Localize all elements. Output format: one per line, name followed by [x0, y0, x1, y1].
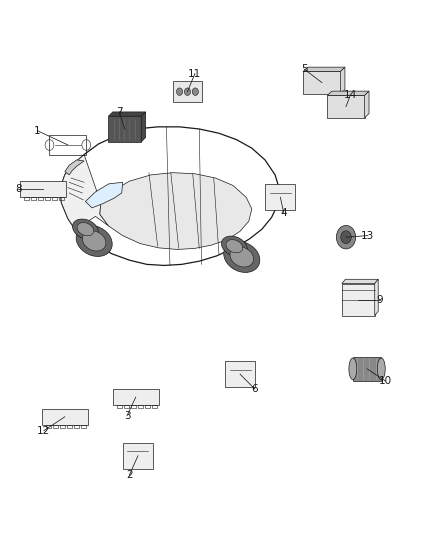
Bar: [53, 425, 58, 428]
Text: 8: 8: [15, 184, 22, 194]
Circle shape: [177, 88, 183, 95]
Bar: [145, 405, 149, 408]
Bar: [265, 184, 295, 210]
Text: 13: 13: [361, 231, 374, 240]
Bar: [225, 361, 255, 387]
Text: 2: 2: [126, 471, 133, 480]
Bar: [138, 405, 142, 408]
Bar: [124, 405, 129, 408]
Bar: [123, 443, 153, 469]
Ellipse shape: [226, 240, 243, 253]
Bar: [32, 197, 36, 200]
Bar: [173, 81, 201, 102]
Polygon shape: [374, 279, 378, 316]
Bar: [46, 197, 49, 200]
Polygon shape: [65, 160, 84, 175]
Ellipse shape: [77, 223, 94, 236]
Bar: [342, 284, 374, 316]
Polygon shape: [108, 112, 145, 116]
Text: 10: 10: [379, 376, 392, 386]
Bar: [39, 197, 42, 200]
Bar: [46, 425, 50, 428]
Circle shape: [192, 88, 198, 95]
Bar: [113, 389, 159, 405]
Ellipse shape: [377, 358, 385, 379]
Text: 3: 3: [124, 411, 131, 421]
Text: 11: 11: [188, 69, 201, 78]
Polygon shape: [342, 279, 378, 284]
Ellipse shape: [82, 231, 106, 251]
Bar: [53, 197, 57, 200]
Ellipse shape: [224, 241, 260, 272]
Circle shape: [336, 225, 356, 249]
Text: 7: 7: [116, 107, 123, 117]
Polygon shape: [100, 173, 252, 249]
Polygon shape: [328, 91, 369, 95]
Text: 9: 9: [377, 295, 384, 304]
Text: 4: 4: [280, 208, 287, 218]
Bar: [108, 116, 141, 142]
Bar: [20, 181, 66, 197]
Bar: [74, 425, 79, 428]
Bar: [49, 135, 86, 155]
Circle shape: [184, 88, 191, 95]
Bar: [60, 425, 65, 428]
Polygon shape: [364, 91, 369, 118]
Ellipse shape: [73, 219, 98, 239]
Ellipse shape: [230, 247, 254, 267]
Ellipse shape: [222, 236, 247, 256]
Bar: [131, 405, 135, 408]
Polygon shape: [60, 155, 109, 232]
Polygon shape: [303, 67, 345, 71]
Bar: [328, 95, 364, 118]
Bar: [42, 409, 88, 425]
Text: 12: 12: [37, 426, 50, 435]
Bar: [67, 425, 72, 428]
Bar: [152, 405, 157, 408]
Text: 1: 1: [34, 126, 41, 135]
Bar: [353, 357, 381, 381]
Polygon shape: [141, 112, 145, 142]
Polygon shape: [85, 182, 123, 208]
Text: 6: 6: [251, 384, 258, 394]
Bar: [25, 197, 29, 200]
Bar: [81, 425, 86, 428]
Circle shape: [341, 231, 351, 244]
Bar: [117, 405, 122, 408]
Text: 14: 14: [344, 90, 357, 100]
Bar: [303, 71, 340, 94]
Polygon shape: [60, 127, 279, 265]
Ellipse shape: [76, 225, 112, 256]
Polygon shape: [340, 67, 345, 94]
Bar: [60, 197, 64, 200]
Text: 5: 5: [301, 64, 308, 74]
Ellipse shape: [349, 358, 357, 379]
